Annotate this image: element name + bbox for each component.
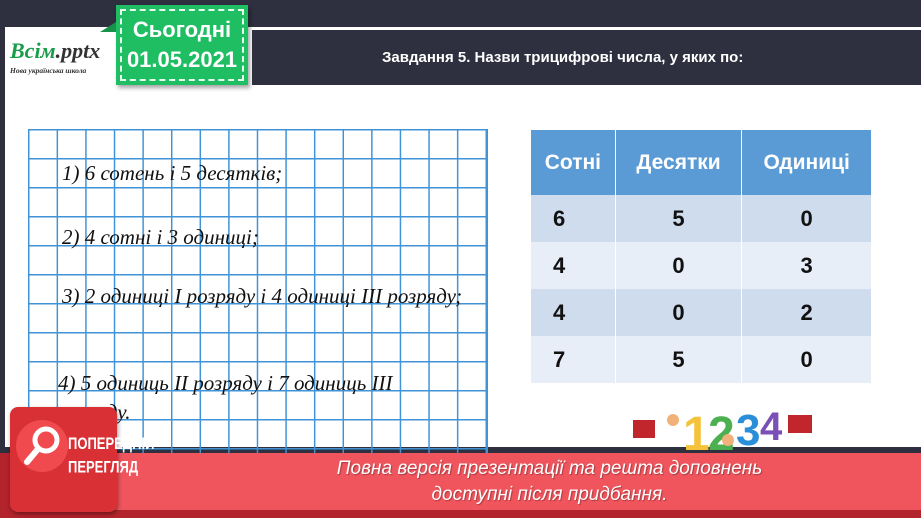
grid-paper [28,129,488,454]
column-header: Десятки [615,130,743,195]
table-cell: 3 [741,242,872,289]
preview-line: ПОПЕРЕДНІЙ [68,433,155,453]
svg-text:4: 4 [760,405,783,449]
banner-line: Повна версія презентації та решта доповн… [336,458,763,479]
column-header: Сотні [531,130,616,195]
logo-subtitle: Нова українська школа [10,66,87,75]
task-item: 1) 6 сотень і 5 десятків; [62,161,283,185]
task-item: 4) 5 одиниць II розряду і 7 одиниць III … [58,371,393,424]
logo-brand-ext: .pptx [55,38,101,63]
table-row: 7 5 0 [531,336,872,383]
svg-text:2: 2 [708,408,735,455]
table-cell: 4 [531,289,616,336]
task-item: 2) 4 сотні і 3 одиниці; [62,225,259,249]
logo-brand: Всім [10,38,56,63]
svg-text:3: 3 [736,406,760,455]
table-cell: 0 [615,242,743,289]
task-title: Завдання 5. Назви трицифрові числа, у як… [382,49,744,66]
table-cell: 7 [531,336,616,383]
date-value: 01.05.2021 [126,47,238,72]
table-cell: 0 [615,289,743,336]
svg-text:1: 1 [683,408,710,455]
table-cell: 0 [741,336,872,383]
table-row: 4 0 2 [531,289,872,336]
header-bar: Завдання 5. Назви трицифрові числа, у як… [252,30,921,85]
table-cell: 2 [741,289,872,336]
date-badge: Сьогодні 01.05.2021 [100,5,248,85]
date-label: Сьогодні [132,17,232,42]
table-row: 4 0 3 [531,242,872,289]
task-item: 3) 2 одиниці I розряду і 4 одиниці III р… [62,284,463,308]
logo: Всім.pptx Нова українська школа [10,38,115,75]
banner-line: доступні після придбання. [431,484,668,505]
table-row: 6 5 0 [531,195,872,242]
table-cell: 4 [531,242,616,289]
table-cell: 5 [615,336,743,383]
digits-table: Сотні Десятки Одиниці 6 5 0 4 0 3 4 0 2 … [531,130,872,383]
table-cell: 0 [741,195,872,242]
column-header: Одиниці [741,130,872,195]
purchase-banner[interactable]: Повна версія презентації та решта доповн… [48,453,921,510]
preview-line: ПЕРЕГЛЯД [68,456,139,477]
table-cell: 5 [615,195,743,242]
preview-badge[interactable]: ПОПЕРЕДНІЙ ПЕРЕГЛЯД [10,407,154,512]
magnifier-icon [16,420,68,472]
table-cell: 6 [531,195,616,242]
kids-numbers-illustration: 1 2 3 4 [633,405,812,455]
